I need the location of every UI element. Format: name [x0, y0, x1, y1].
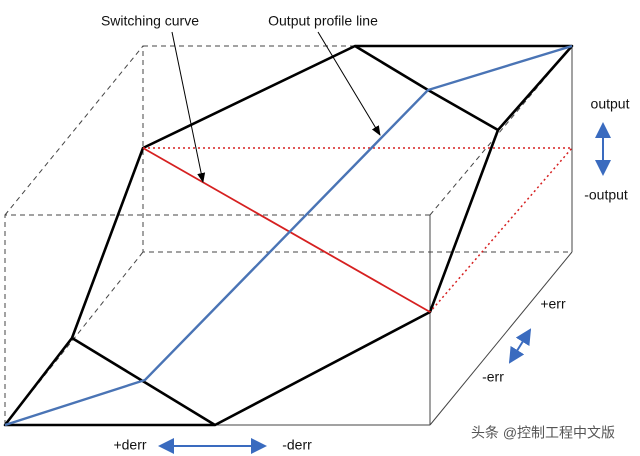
pointer [171, 31, 206, 183]
label: -output [584, 187, 628, 203]
label: Output profile line [268, 13, 378, 29]
pointer [317, 31, 381, 136]
label: -derr [282, 437, 312, 453]
label: output [591, 96, 630, 112]
label: +err [540, 296, 566, 312]
label: -err [482, 369, 504, 385]
switching-curve [142, 147, 431, 313]
switching-projection [143, 147, 574, 313]
label: Switching curve [101, 13, 199, 29]
watermark: 头条 @控制工程中文版 [471, 425, 615, 441]
label: +derr [113, 437, 146, 453]
axis-arrow [508, 328, 532, 364]
output-profile [4, 44, 573, 427]
